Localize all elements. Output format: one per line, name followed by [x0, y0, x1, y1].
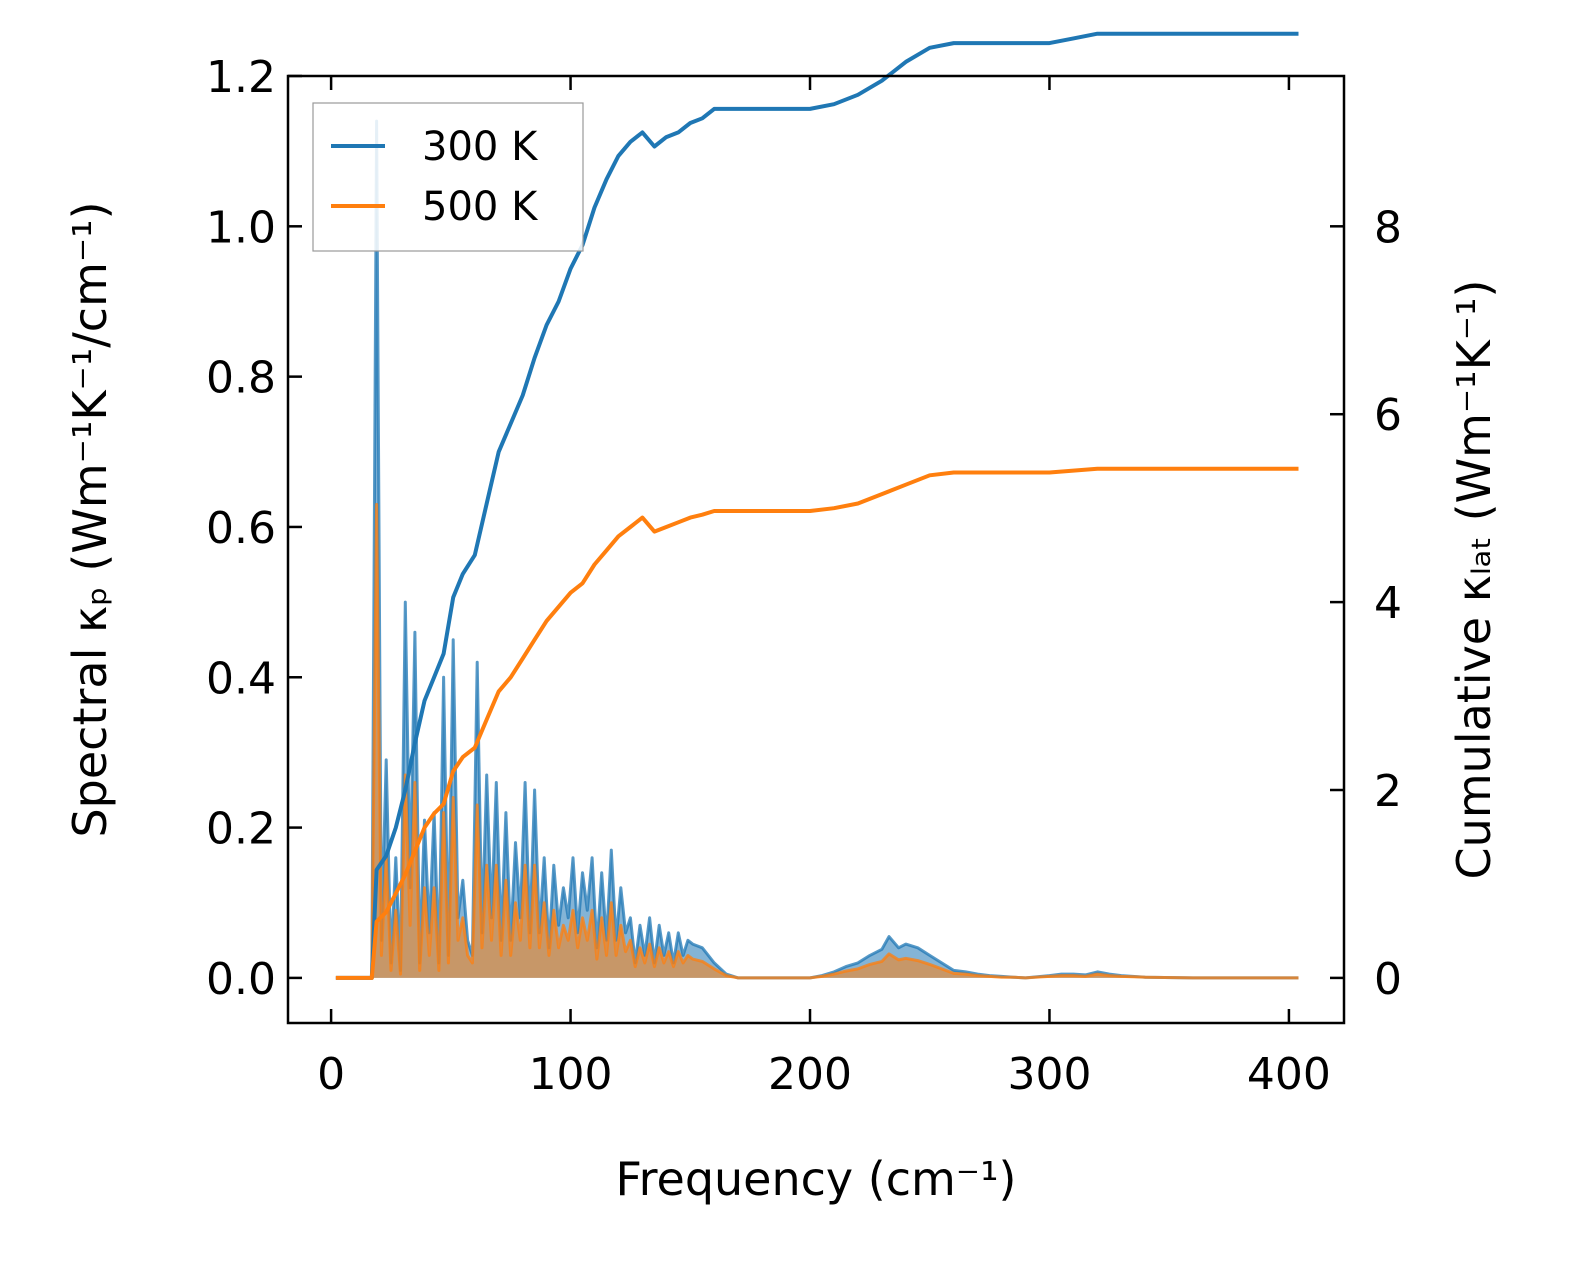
y-left-tick-label: 1.0 — [206, 202, 276, 253]
cumulative-line-300k — [335, 31, 1299, 980]
y-axis-right-title: Cumulative κₗₐₜ (Wm⁻¹K⁻¹) — [1447, 280, 1501, 880]
spectral-line-500k — [335, 502, 1299, 980]
y-right-tick-label: 0 — [1374, 954, 1402, 1005]
cumulative-line-500k — [335, 466, 1299, 980]
legend-label-500k: 500 K — [422, 184, 539, 230]
x-axis-title: Frequency (cm⁻¹) — [616, 1152, 1017, 1206]
y-right-tick-label: 8 — [1374, 202, 1402, 253]
y-axis-left-title: Spectral κₚ (Wm⁻¹K⁻¹/cm⁻¹) — [63, 201, 117, 837]
axis-ticks: 0 100 200 300 400 0.0 0.2 0.4 0.6 0.8 1.0 1.2 0 2 4 6 8 — [206, 52, 1402, 1100]
y-right-tick-label: 2 — [1374, 766, 1402, 817]
x-tick-label: 100 — [529, 1049, 613, 1100]
y-left-tick-label: 1.2 — [206, 52, 276, 103]
y-left-tick-label: 0.2 — [206, 804, 276, 855]
spectral-line-300k — [335, 119, 1299, 980]
y-left-tick-label: 0.4 — [206, 653, 276, 704]
y-left-tick-label: 0.0 — [206, 954, 276, 1005]
x-tick-label: 0 — [317, 1049, 345, 1100]
legend-box — [312, 102, 584, 252]
plot-frame — [286, 74, 1346, 1025]
y-left-tick-label: 0.8 — [206, 353, 276, 404]
x-tick-label: 300 — [1007, 1049, 1091, 1100]
y-right-tick-label: 6 — [1374, 390, 1402, 441]
legend-label-300k: 300 K — [422, 124, 539, 170]
x-tick-label: 400 — [1247, 1049, 1331, 1100]
plot-area — [335, 31, 1299, 980]
x-tick-label: 200 — [768, 1049, 852, 1100]
y-left-tick-label: 0.6 — [206, 503, 276, 554]
legend: 300 K 500 K — [312, 102, 584, 252]
y-right-tick-label: 4 — [1374, 578, 1402, 629]
